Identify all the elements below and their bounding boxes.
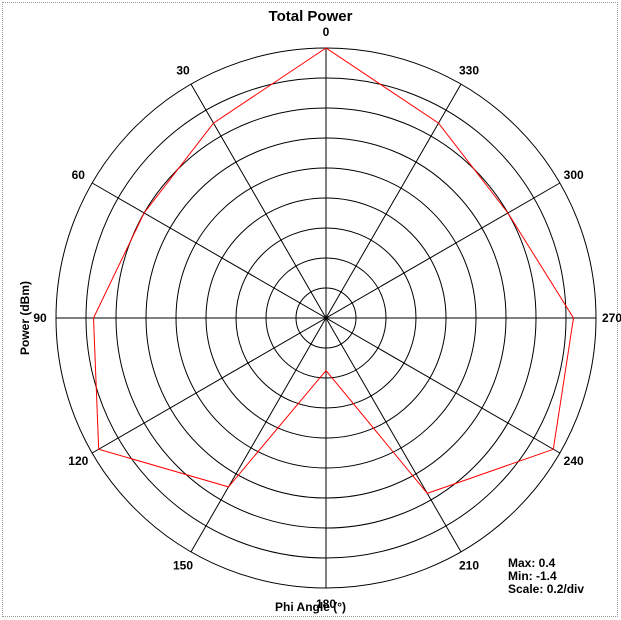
angle-tick-label: 120 [68, 454, 88, 468]
stat-max: Max: 0.4 [508, 556, 556, 570]
grid-spoke [190, 83, 462, 553]
angle-tick-label: 150 [173, 559, 193, 573]
angle-tick-label: 90 [33, 311, 47, 325]
stat-scale: Scale: 0.2/div [508, 582, 585, 596]
chart-title: Total Power [268, 8, 353, 25]
angle-tick-label: 0 [323, 25, 330, 39]
angle-tick-label: 300 [564, 168, 584, 182]
y-axis-label: Power (dBm) [18, 280, 32, 356]
angle-tick-label: 210 [459, 559, 479, 573]
x-axis-label: Phi Angle (°) [274, 600, 346, 614]
stat-min: Min: -1.4 [508, 569, 557, 583]
angle-tick-label: 270 [602, 311, 621, 325]
series-line [92, 47, 575, 494]
stats-box: Max: 0.4 Min: -1.4 Scale: 0.2/div [508, 557, 584, 596]
angle-tick-label: 180 [316, 597, 336, 611]
angle-tick-label: 330 [459, 63, 479, 77]
angle-tick-label: 30 [176, 63, 190, 77]
angle-tick-label: 240 [564, 454, 584, 468]
angle-tick-label: 60 [72, 168, 86, 182]
